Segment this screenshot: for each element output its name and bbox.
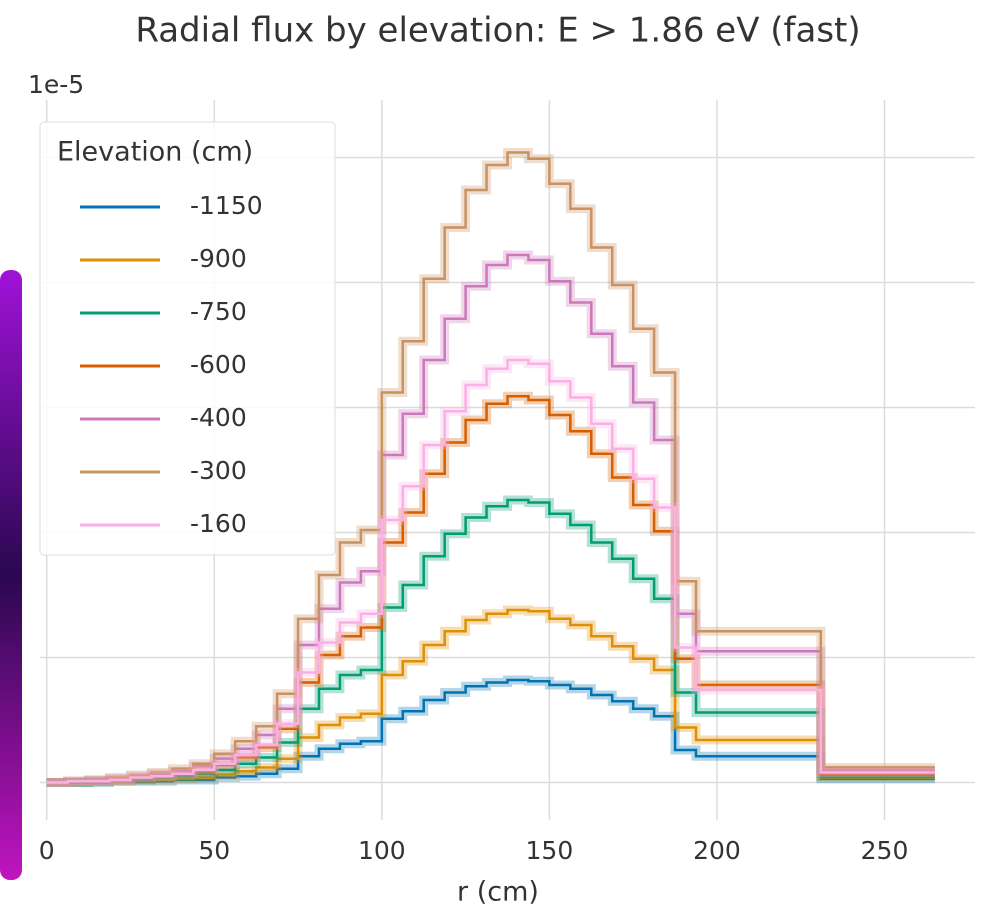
series-line: [46, 151, 935, 784]
x-tick-label: 250: [861, 836, 909, 865]
legend-label: -160: [190, 509, 247, 538]
x-axis-label: r (cm): [457, 877, 539, 908]
y-offset-label: 1e-5: [28, 70, 84, 99]
chart-title: Radial flux by elevation: E > 1.86 eV (f…: [135, 11, 860, 51]
legend-title: Elevation (cm): [57, 137, 253, 168]
legend-label: -400: [190, 403, 247, 432]
x-tick-label: 150: [526, 836, 574, 865]
legend-label: -900: [190, 244, 247, 273]
background-image-fragment: [0, 270, 22, 880]
x-tick-label: 0: [39, 836, 55, 865]
x-tick-label: 200: [693, 836, 741, 865]
series-line: [46, 498, 935, 784]
x-tick-label: 50: [198, 836, 230, 865]
legend-label: -600: [190, 350, 247, 379]
legend: Elevation (cm) -1150 -900 -750 -600 -400 -300…: [39, 121, 336, 556]
legend-label: -300: [190, 456, 247, 485]
legend-label: -1150: [190, 191, 263, 220]
x-tick-label: 100: [358, 836, 406, 865]
lines: [46, 148, 935, 787]
legend-label: -750: [190, 297, 247, 326]
series-line: [46, 358, 935, 784]
legend-box: [39, 121, 336, 556]
series-line: [46, 678, 935, 784]
series-line: [46, 608, 935, 784]
